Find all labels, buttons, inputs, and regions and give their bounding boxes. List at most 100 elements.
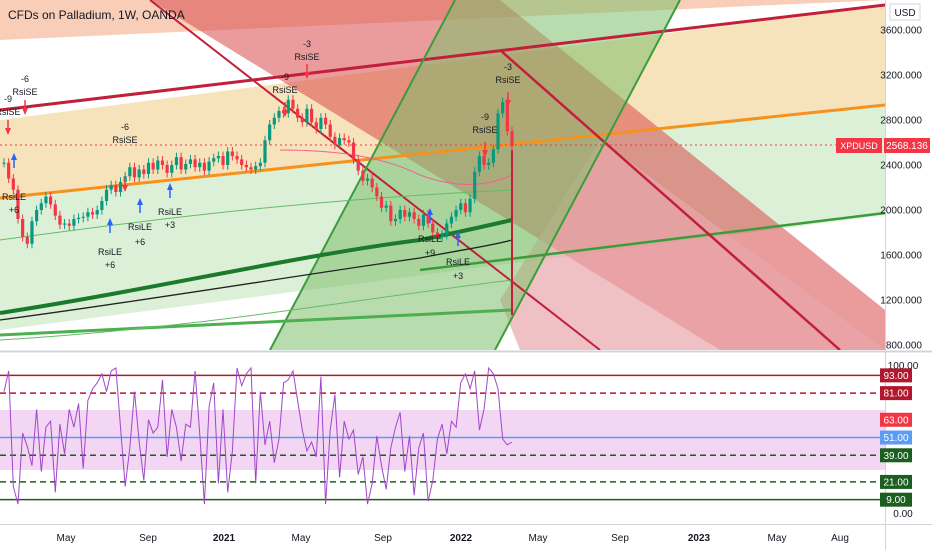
candle-body [212, 158, 216, 162]
signal-label: +3 [453, 271, 463, 281]
candle-body [146, 162, 151, 174]
candle-body [291, 99, 295, 109]
signal-label: RsiLE [158, 207, 182, 217]
candle-body [431, 223, 435, 233]
candle-body [449, 216, 454, 224]
signal-label: +6 [105, 260, 115, 270]
price-tick-label: 3600.000 [880, 26, 922, 37]
candle-body [21, 219, 25, 237]
rsi-level-tag [880, 492, 912, 507]
candle-body [7, 162, 11, 179]
rsi-mid-band [0, 410, 885, 470]
candle-body [454, 210, 458, 217]
rsi-level-tag [880, 448, 912, 463]
sell-arrow-icon [304, 72, 310, 79]
candle-body [356, 159, 360, 171]
candle-body [393, 219, 398, 222]
candle-body [240, 159, 244, 165]
candle-body [58, 215, 62, 225]
candle-body [286, 99, 290, 114]
candle-body [25, 237, 29, 244]
candle-body [407, 212, 412, 217]
candle-body [174, 157, 179, 165]
ma-pink [279, 149, 513, 185]
candle-body [421, 214, 426, 226]
candle-body [76, 217, 81, 219]
candle-body [254, 166, 258, 170]
rsi-level-tag [880, 474, 912, 489]
green-trendline[interactable] [419, 211, 885, 272]
signal-label: RsiSE [0, 107, 21, 117]
sell-arrow-icon [22, 108, 28, 115]
rsi-axis[interactable]: 100.00 0.00 93.00 81.00 63.00 51.00 39.00 21.00… [880, 361, 919, 520]
time-tick-label: 2021 [213, 533, 236, 544]
orange-trendline[interactable] [0, 103, 885, 200]
upper-trendline[interactable] [0, 3, 885, 112]
signal-label: +6 [9, 205, 19, 215]
signal-label: -9 [481, 112, 489, 122]
time-tick-label: May [768, 533, 787, 544]
time-tick-label: May [57, 533, 76, 544]
buy-arrow-icon [107, 218, 113, 225]
candle-body [16, 189, 20, 219]
candle-body [44, 196, 48, 204]
time-tick-label: May [529, 533, 548, 544]
candle-body [244, 165, 248, 168]
candle-body [510, 131, 514, 147]
candle-body [30, 221, 34, 244]
candle-body [184, 163, 188, 170]
candle-body [263, 140, 267, 163]
candle-body [309, 108, 314, 123]
candle-body [165, 165, 169, 173]
candle-body [305, 108, 309, 123]
signal-label: +3 [165, 220, 175, 230]
candle-body [142, 169, 146, 174]
buy-arrow-icon [137, 198, 143, 205]
signal-label: RsiLE [446, 257, 470, 267]
symbol-label: XPDUSD [840, 141, 878, 151]
signal-label: RsiLE [128, 222, 152, 232]
candle-body [389, 205, 393, 222]
candle-body [440, 234, 444, 237]
ma-lower-3 [0, 189, 513, 241]
candle-body [72, 219, 76, 226]
signal-markers: -9RsiSE-6RsiSERsiLE+6-6RsiSERsiLE+6RsiLE… [0, 39, 521, 281]
red-channel-bottom[interactable] [499, 49, 841, 350]
candle-body [249, 167, 253, 170]
candle-body [379, 196, 384, 208]
candle-body [501, 102, 505, 114]
green-channel-right[interactable] [494, 0, 681, 350]
red-lower-channel[interactable] [500, 140, 885, 350]
signal-label: RsiLE [98, 247, 122, 257]
price-unit-box [889, 3, 921, 21]
candle-body [435, 232, 440, 237]
time-tick-label: May [292, 533, 311, 544]
candle-body [347, 140, 351, 143]
price-axis[interactable]: 3600.000 3200.000 2800.000 2400.000 2000.000… [880, 0, 922, 550]
candle-body [114, 185, 118, 192]
candle-body [226, 151, 230, 165]
rsi-level-tag-label: 81.00 [883, 389, 908, 400]
signal-label: -9 [281, 72, 289, 82]
signal-label: RsiSE [294, 52, 319, 62]
time-tick-label: 2023 [688, 533, 711, 544]
rsi-level-tag [880, 430, 912, 445]
candle-body [90, 212, 95, 215]
time-axis[interactable]: May Sep 2021 May Sep 2022 May Sep 2023 May Aug [57, 533, 849, 544]
candle-body [95, 210, 99, 215]
candle-body [384, 205, 388, 208]
candle-body [314, 122, 318, 129]
candle-body [496, 113, 500, 150]
rsi-level-tag-label: 39.00 [883, 451, 908, 462]
candle-body [35, 210, 39, 222]
signal-label: RsiSE [12, 87, 37, 97]
rsi-tick-label: 0.00 [893, 509, 913, 520]
candle-body [207, 161, 211, 171]
rsi-level-tag-label: 93.00 [883, 371, 908, 382]
rsi-level-tag-label: 51.00 [883, 433, 908, 444]
drawing-layer: -9RsiSE-6RsiSERsiLE+6-6RsiSERsiLE+6RsiLE… [0, 0, 885, 350]
candle-body [235, 156, 239, 160]
candle-body [477, 156, 481, 172]
